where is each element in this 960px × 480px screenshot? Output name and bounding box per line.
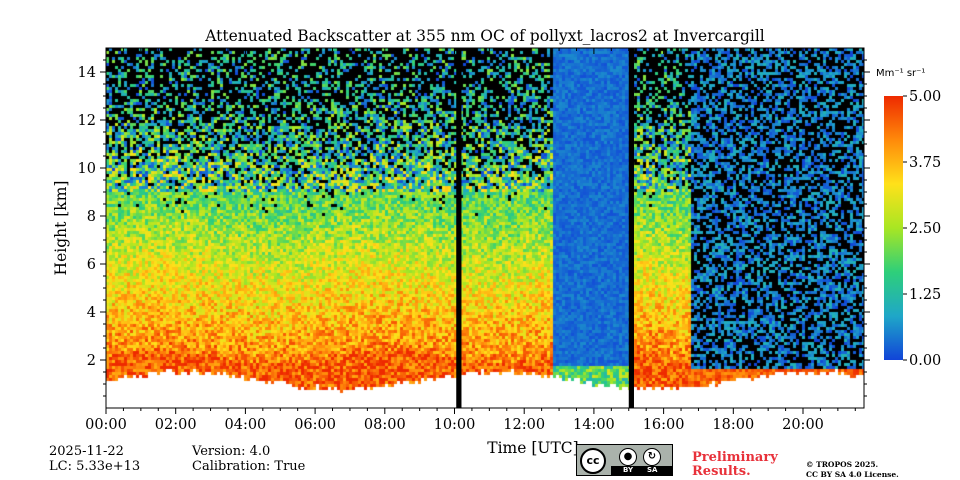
- colorbar-tick-label: 2.50: [909, 221, 941, 237]
- preliminary-note-line1: Preliminary: [692, 450, 778, 465]
- sa-label: SA: [647, 466, 658, 474]
- colorbar-unit: Mm⁻¹ sr⁻¹: [876, 68, 925, 79]
- x-tick-label: 06:00: [294, 417, 336, 433]
- no-data-gap: [628, 48, 634, 408]
- copyright-line1: © TROPOS 2025.: [806, 460, 879, 469]
- y-tick-label: 2: [87, 353, 96, 369]
- preliminary-note-line2: Results.: [692, 464, 751, 479]
- colorbar-tick-label: 0.00: [909, 353, 941, 369]
- x-tick-label: 16:00: [643, 417, 685, 433]
- y-tick-label: 12: [78, 113, 96, 129]
- copyright-line2: CC BY SA 4.0 License.: [806, 470, 899, 479]
- x-axis: 00:00 02:00 04:00 06:00 08:00 10:00 12:00 14:00…: [85, 48, 856, 433]
- y-tick-label: 6: [87, 257, 96, 273]
- y-axis: 2 4 6 8 10 12 14: [78, 59, 870, 397]
- x-tick-label: 14:00: [573, 417, 615, 433]
- y-tick-label: 4: [87, 305, 96, 321]
- heatmap-texture: [106, 48, 864, 408]
- lidar-constant: LC: 5.33e+13: [49, 459, 141, 474]
- by-label: BY: [623, 466, 634, 474]
- colorbar-tick-label: 1.25: [909, 287, 941, 303]
- calibration-status: Calibration: True: [192, 459, 306, 474]
- x-tick-label: 18:00: [712, 417, 754, 433]
- x-tick-label: 02:00: [155, 417, 197, 433]
- x-tick-label: 12:00: [503, 417, 545, 433]
- backscatter-heatmap: [106, 48, 864, 408]
- y-tick-label: 8: [87, 209, 96, 225]
- y-tick-label: 14: [78, 65, 96, 81]
- measurement-date: 2025-11-22: [49, 444, 124, 459]
- x-tick-label: 00:00: [85, 417, 127, 433]
- creative-commons-icon: cc: [580, 448, 606, 474]
- colorbar-tick-label: 5.00: [909, 89, 941, 105]
- x-tick-label: 08:00: [364, 417, 406, 433]
- no-data-gap: [456, 48, 462, 408]
- attribution-icon: ●: [619, 448, 637, 466]
- x-tick-label: 10:00: [434, 417, 476, 433]
- y-tick-label: 10: [78, 161, 96, 177]
- x-axis-label: Time [UTC]: [487, 439, 578, 457]
- colorbar: [884, 96, 903, 360]
- chart-title: Attenuated Backscatter at 355 nm OC of p…: [204, 27, 765, 45]
- cc-license-badge: cc ● ↻ BY SA: [576, 444, 673, 476]
- y-axis-label: Height [km]: [52, 181, 70, 276]
- license-label-strip: [611, 466, 672, 475]
- share-alike-icon: ↻: [643, 448, 661, 466]
- colorbar-tick-label: 3.75: [909, 155, 941, 171]
- x-tick-label: 04:00: [225, 417, 267, 433]
- processing-version: Version: 4.0: [192, 444, 271, 459]
- x-tick-label: 20:00: [782, 417, 824, 433]
- colorbar-ticks: 0.00 1.25 2.50 3.75 5.00: [903, 89, 941, 369]
